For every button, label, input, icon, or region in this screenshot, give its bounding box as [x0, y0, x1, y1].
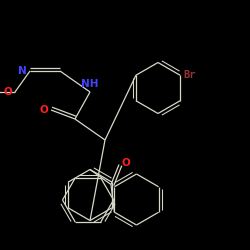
Text: NH: NH	[81, 79, 99, 89]
Text: O: O	[3, 87, 12, 97]
Text: O: O	[121, 158, 130, 168]
Text: Br: Br	[183, 70, 196, 80]
Text: O: O	[39, 105, 48, 115]
Text: N: N	[18, 66, 27, 76]
